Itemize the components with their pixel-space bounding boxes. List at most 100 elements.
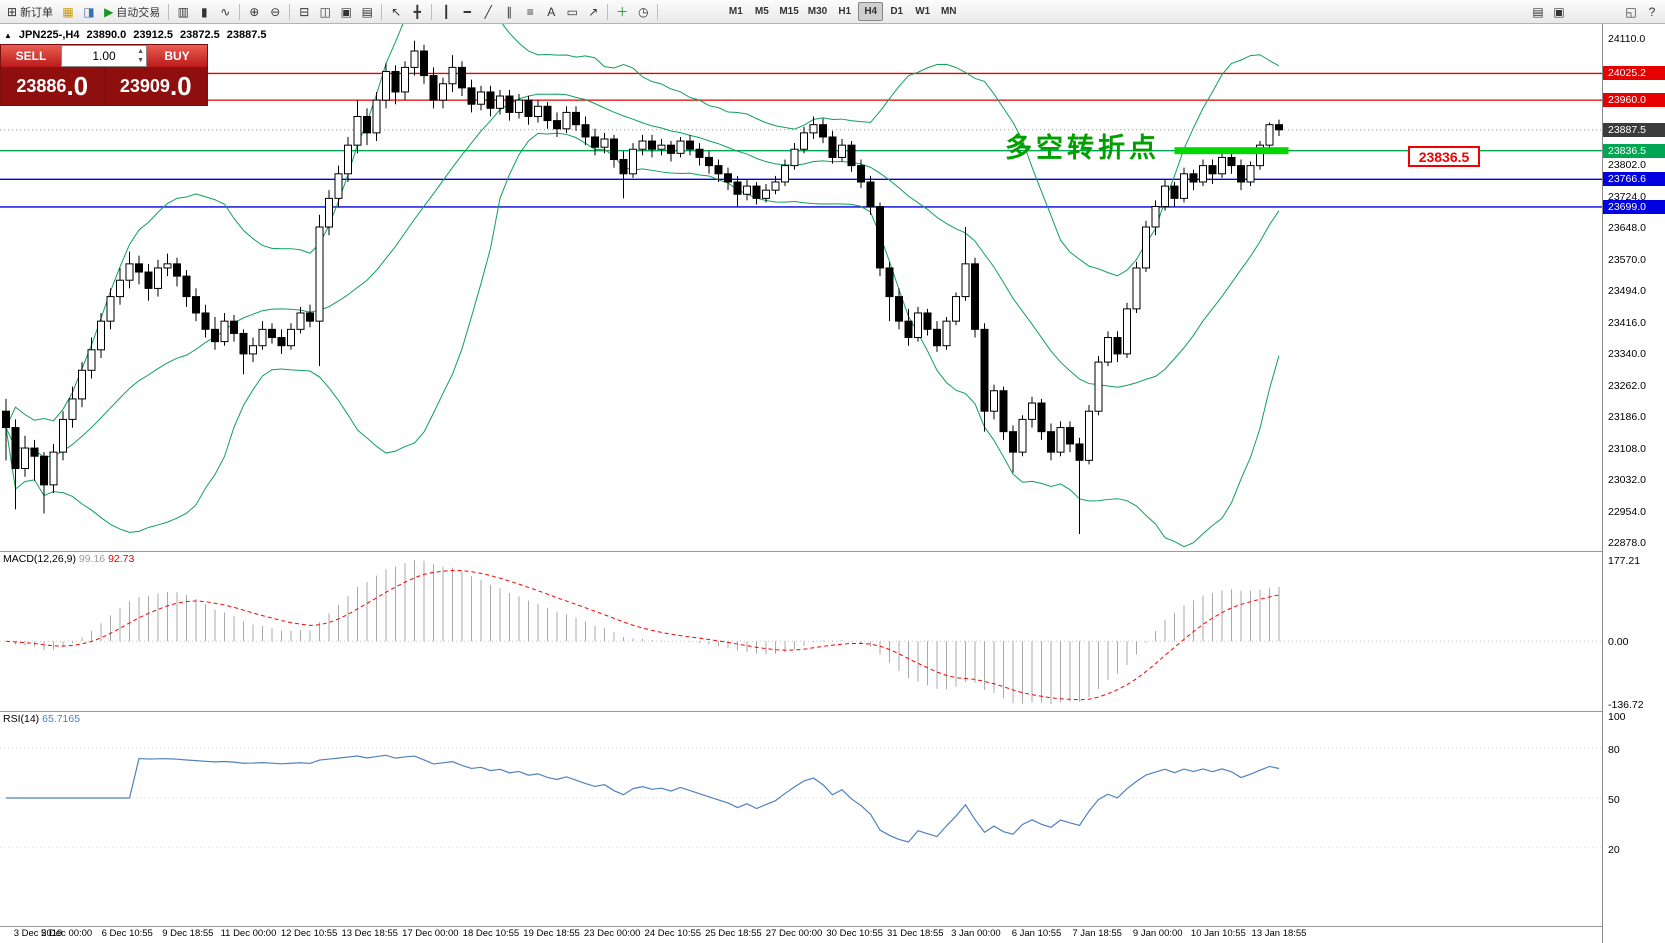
rsi-value: 65.7165	[42, 713, 81, 725]
current-price-badge: 23887.5	[1603, 122, 1665, 137]
price-tick-label: 23494.0	[1608, 284, 1646, 297]
tile-windows-icon[interactable]: ⊟	[294, 2, 314, 22]
one-click-expander-icon[interactable]: ▲	[4, 30, 12, 40]
line-chart-icon: ∿	[220, 4, 231, 19]
sell-price-display[interactable]: 23886 .0	[1, 67, 104, 105]
rsi-axis-label: 80	[1608, 744, 1620, 757]
buy-price-frac: .0	[169, 71, 192, 101]
macd-value-signal: 92.73	[108, 553, 135, 565]
rsi-chart[interactable]	[0, 712, 1602, 927]
period-clock-icon[interactable]: ◷	[633, 2, 653, 22]
timeframe-h1[interactable]: H1	[838, 6, 852, 17]
macd-pane[interactable]: MACD(12,26,9) 99.16 92.73	[0, 552, 1602, 712]
vertical-line-icon[interactable]: ┃	[436, 2, 456, 22]
time-axis[interactable]: 3 Dec 2019 5 Dec 00:00 6 Dec 10:55 9 Dec 18…	[0, 927, 1602, 940]
buy-price-display[interactable]: 23909 .0	[103, 67, 207, 105]
time-label: 6 Dec 10:55	[101, 928, 153, 939]
toolbar-separator	[239, 3, 241, 20]
volume-field[interactable]: 1.00 ▲ ▼	[61, 45, 147, 67]
macd-title: MACD(12,26,9)	[3, 553, 76, 565]
trendline-icon[interactable]: ╱	[478, 2, 498, 22]
channel-icon[interactable]: ∥	[499, 2, 519, 22]
candlestick-chart[interactable]	[0, 24, 1602, 552]
time-label: 31 Dec 18:55	[887, 928, 944, 939]
profiles-icon[interactable]: ◨	[79, 2, 99, 22]
crosshair-icon[interactable]: ╋	[407, 2, 427, 22]
chart-workspace: ▲ JPN225-,H4 23890.0 23912.5 23872.5 238…	[0, 24, 1665, 943]
price-tick-label: 23416.0	[1608, 316, 1646, 329]
text-icon[interactable]: A	[541, 2, 561, 22]
ohlc-close: 23887.5	[226, 29, 267, 41]
arrows-icon[interactable]: ↗	[583, 2, 603, 22]
price-callout-label: 23836.5	[1408, 146, 1480, 167]
help-icon[interactable]: ?	[1642, 2, 1662, 22]
line-chart-icon[interactable]: ∿	[215, 2, 235, 22]
timeframe-h4[interactable]: H4	[858, 2, 884, 21]
macd-axis-label: 0.00	[1608, 636, 1629, 649]
time-label: 9 Dec 18:55	[162, 928, 214, 939]
hline-price-badge: 23836.5	[1603, 143, 1665, 158]
timeframe-m1[interactable]: M1	[728, 6, 743, 17]
timeframe-m15[interactable]: M15	[779, 6, 799, 17]
macd-chart[interactable]	[0, 552, 1602, 712]
one-click-trading-widget: SELL 1.00 ▲ ▼ BUY 23886 .0	[0, 44, 208, 106]
timeframe-m30[interactable]: M30	[807, 6, 828, 17]
auto-scroll-icon[interactable]: ▣	[336, 2, 356, 22]
fibonacci-icon[interactable]: ≡	[520, 2, 540, 22]
auto-trading-button[interactable]: ▶ 自动交易	[100, 2, 164, 22]
rsi-pane[interactable]: RSI(14) 65.7165	[0, 712, 1602, 927]
sell-button[interactable]: SELL	[1, 45, 61, 67]
time-label: 30 Dec 10:55	[826, 928, 883, 939]
time-label: 6 Jan 10:55	[1011, 928, 1062, 939]
toolbar-separator	[431, 3, 433, 20]
chart-shift-icon[interactable]: ▤	[357, 2, 377, 22]
timeframe-w1[interactable]: W1	[915, 6, 931, 17]
time-label: 13 Dec 18:55	[341, 928, 398, 939]
bar-chart-icon[interactable]: ▥	[173, 2, 193, 22]
auto-trading-button-label: 自动交易	[116, 6, 161, 19]
price-tick-label: 23570.0	[1608, 253, 1646, 266]
trendline-icon: ╱	[484, 4, 492, 19]
window-cascade-icon[interactable]: ▣	[1549, 2, 1569, 22]
fullscreen-icon: ◱	[1625, 4, 1637, 19]
buy-price-main: 23909	[119, 75, 170, 96]
rsi-axis-label: 100	[1608, 711, 1626, 723]
timeframe-d1[interactable]: D1	[890, 6, 904, 17]
window-tile-icon[interactable]: ▤	[1528, 2, 1548, 22]
vertical-line-icon: ┃	[442, 4, 450, 19]
new-order-button-label: 新订单	[20, 6, 54, 19]
indicators-icon[interactable]: ＋	[612, 2, 632, 22]
new-chart-icon[interactable]: ▦	[58, 2, 78, 22]
time-label: 5 Dec 00:00	[40, 928, 93, 939]
time-label: 11 Dec 00:00	[220, 928, 277, 939]
timeframe-mn[interactable]: MN	[940, 6, 957, 17]
new-order-button[interactable]: ⊞ 新订单	[3, 2, 57, 22]
buy-button[interactable]: BUY	[147, 45, 207, 67]
cursor-icon[interactable]: ↖	[386, 2, 406, 22]
ohlc-low: 23872.5	[180, 29, 220, 41]
main-chart-pane[interactable]: ▲ JPN225-,H4 23890.0 23912.5 23872.5 238…	[0, 24, 1602, 552]
hline-price-badge: 23766.6	[1603, 172, 1665, 187]
toolbar-separator	[607, 3, 609, 20]
price-axis[interactable]: 24110.0 23802.0 23724.0 23648.0 23570.0 23494…	[1602, 24, 1665, 943]
volume-down-icon[interactable]: ▼	[137, 57, 144, 64]
rsi-axis-label: 20	[1608, 843, 1620, 856]
time-label: 18 Dec 10:55	[462, 928, 520, 939]
candlestick-icon: ▮	[200, 4, 208, 19]
horizontal-line-icon[interactable]: ━	[457, 2, 477, 22]
volume-stepper[interactable]: ▲ ▼	[137, 47, 144, 65]
volume-up-icon[interactable]: ▲	[137, 48, 144, 55]
zoom-in-icon[interactable]: ⊕	[244, 2, 264, 22]
chart-shift-icon: ▤	[361, 4, 373, 19]
zoom-out-icon[interactable]: ⊖	[265, 2, 285, 22]
fullscreen-icon[interactable]: ◱	[1621, 2, 1641, 22]
price-tick-label: 23340.0	[1608, 347, 1646, 360]
tile-vertical-icon[interactable]: ◫	[315, 2, 335, 22]
timeframe-m5[interactable]: M5	[754, 6, 769, 17]
period-clock-icon: ◷	[638, 4, 649, 19]
candlestick-icon[interactable]: ▮	[194, 2, 214, 22]
label-icon[interactable]: ▭	[562, 2, 582, 22]
time-label: 12 Dec 10:55	[280, 928, 338, 939]
rsi-axis-label: 50	[1608, 794, 1620, 806]
time-label: 27 Dec 00:00	[765, 928, 823, 939]
